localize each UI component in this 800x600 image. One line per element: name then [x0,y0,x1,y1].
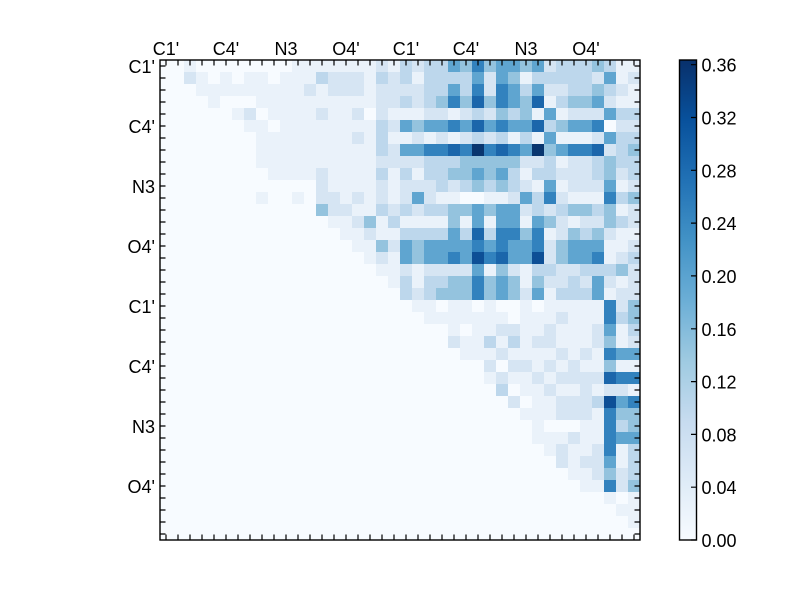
svg-text:C1': C1' [129,297,155,317]
svg-text:C4': C4' [213,39,239,59]
svg-text:0.20: 0.20 [702,267,737,287]
svg-text:C1': C1' [153,39,179,59]
svg-text:0.24: 0.24 [702,214,737,234]
svg-text:0.08: 0.08 [702,425,737,445]
svg-text:N3: N3 [514,39,537,59]
svg-text:O4': O4' [128,237,155,257]
svg-text:N3: N3 [132,417,155,437]
svg-text:C4': C4' [453,39,479,59]
svg-text:O4': O4' [572,39,599,59]
svg-text:O4': O4' [332,39,359,59]
svg-text:C4': C4' [129,117,155,137]
svg-text:O4': O4' [128,477,155,497]
svg-text:C1': C1' [129,57,155,77]
svg-text:C1': C1' [393,39,419,59]
svg-text:0.36: 0.36 [702,56,737,76]
svg-text:0.16: 0.16 [702,320,737,340]
svg-text:0.00: 0.00 [702,531,737,551]
svg-text:0.28: 0.28 [702,161,737,181]
svg-text:0.32: 0.32 [702,109,737,129]
svg-text:C4': C4' [129,357,155,377]
svg-text:0.04: 0.04 [702,478,737,498]
svg-text:N3: N3 [132,177,155,197]
svg-text:N3: N3 [274,39,297,59]
svg-text:0.12: 0.12 [702,373,737,393]
